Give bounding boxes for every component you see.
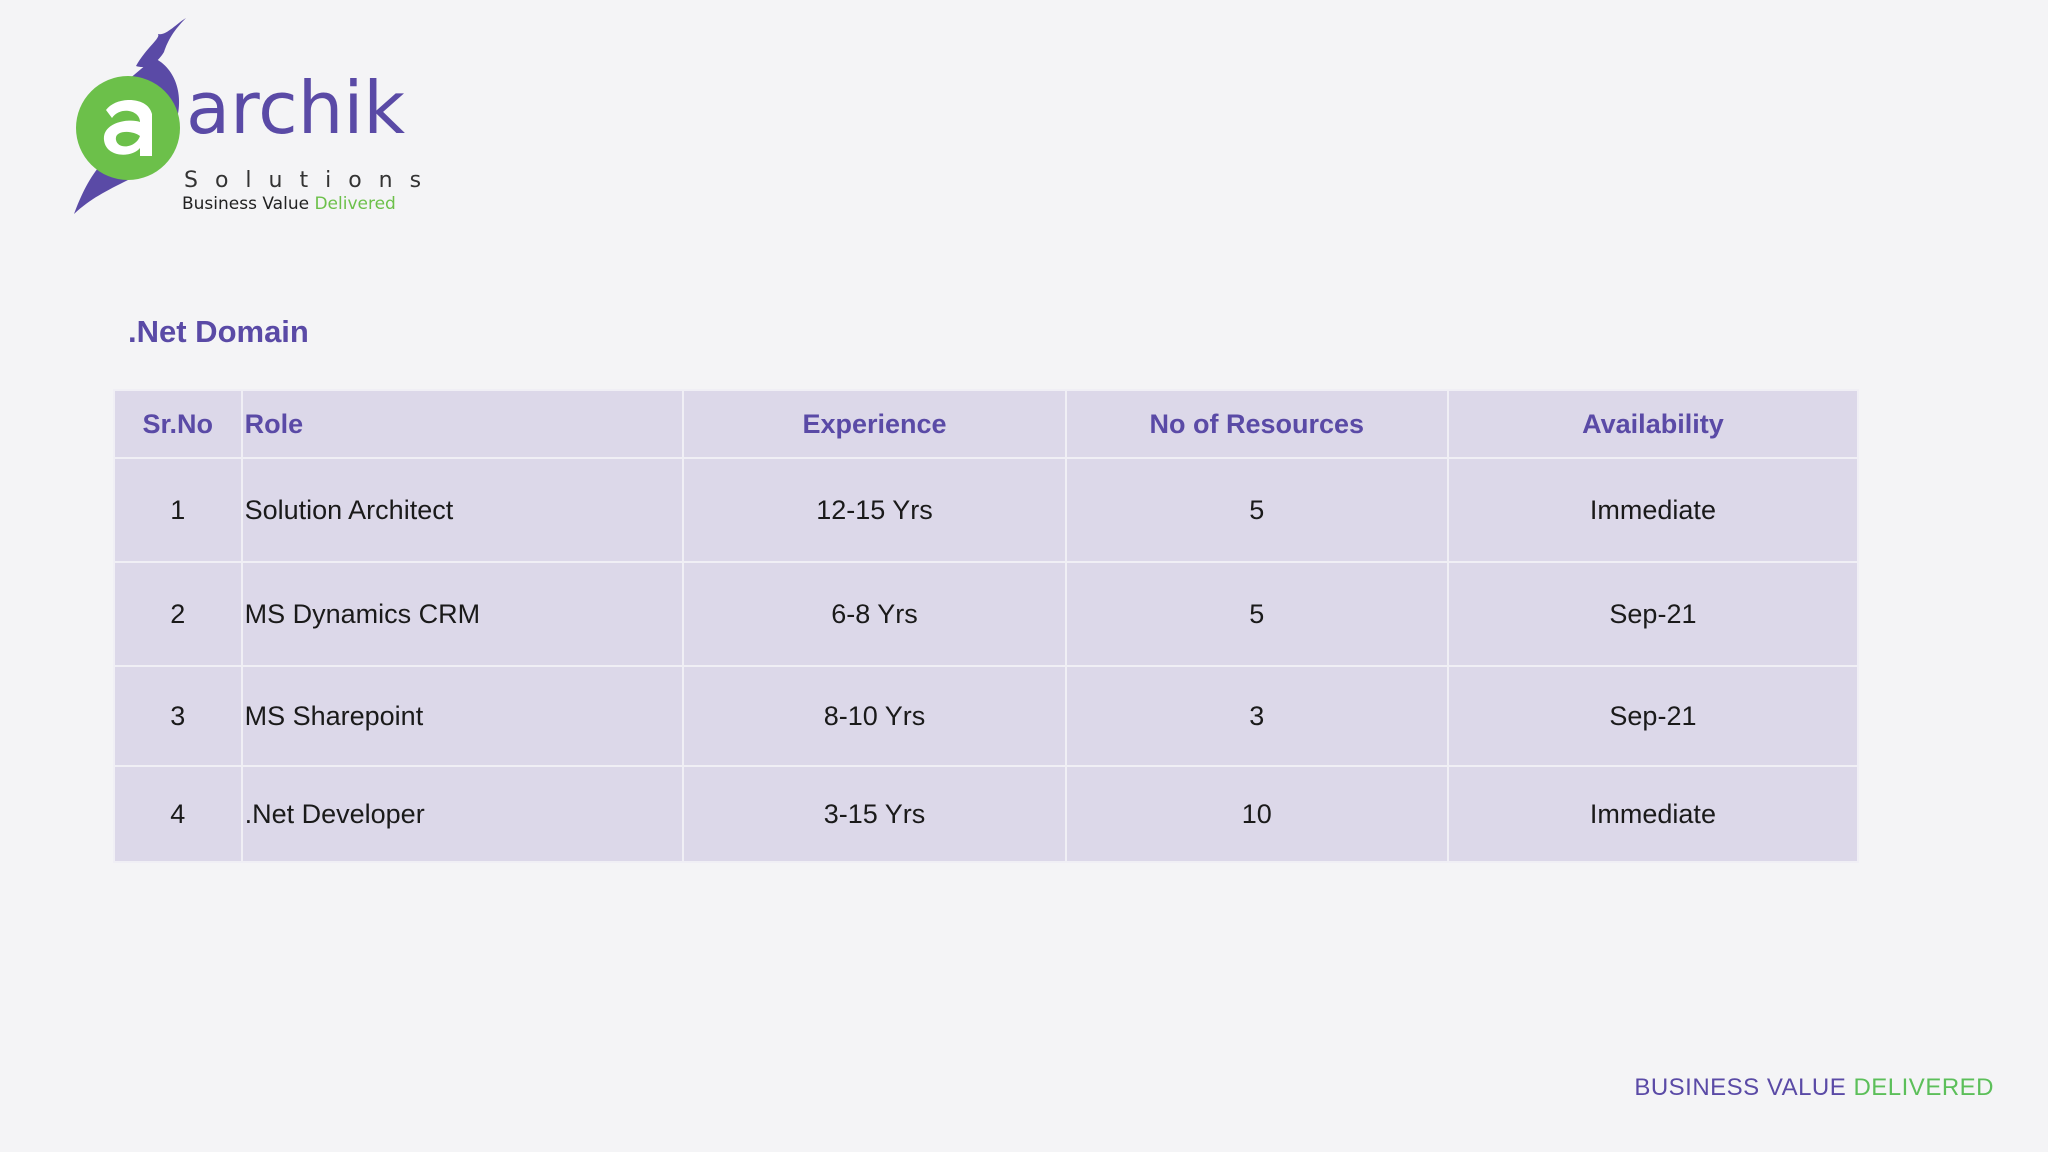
cell-experience: 3-15 Yrs bbox=[682, 765, 1067, 863]
footer-tagline-main: BUSINESS VALUE bbox=[1634, 1074, 1847, 1101]
footer-tagline-accent: DELIVERED bbox=[1853, 1074, 1994, 1101]
section-title: .Net Domain bbox=[128, 314, 309, 349]
table-row: 4 .Net Developer 3-15 Yrs 10 Immediate bbox=[113, 765, 1860, 863]
table-row: 1 Solution Architect 12-15 Yrs 5 Immedia… bbox=[113, 457, 1860, 563]
resources-table: Sr.No Role Experience No of Resources Av… bbox=[113, 389, 1860, 863]
cell-sr-no: 1 bbox=[113, 457, 243, 563]
logo-wordmark: archik bbox=[186, 66, 406, 150]
cell-resources: 3 bbox=[1064, 665, 1449, 767]
header-availability: Availability bbox=[1446, 389, 1860, 459]
company-logo: archik Solutions Business Value Delivere… bbox=[36, 18, 421, 218]
cell-role: .Net Developer bbox=[240, 765, 685, 863]
header-resources: No of Resources bbox=[1064, 389, 1449, 459]
cell-experience: 6-8 Yrs bbox=[682, 561, 1067, 667]
cell-availability: Sep-21 bbox=[1446, 561, 1860, 667]
table-row: 3 MS Sharepoint 8-10 Yrs 3 Sep-21 bbox=[113, 665, 1860, 767]
table-header-row: Sr.No Role Experience No of Resources Av… bbox=[113, 389, 1860, 459]
header-sr-no: Sr.No bbox=[113, 389, 243, 459]
logo-tagline: Business Value Delivered bbox=[182, 194, 396, 214]
footer-tagline: BUSINESS VALUE DELIVERED bbox=[1634, 1074, 1994, 1102]
cell-role: Solution Architect bbox=[240, 457, 685, 563]
cell-sr-no: 2 bbox=[113, 561, 243, 667]
cell-resources: 5 bbox=[1064, 457, 1449, 563]
cell-resources: 5 bbox=[1064, 561, 1449, 667]
cell-role: MS Sharepoint bbox=[240, 665, 685, 767]
cell-role: MS Dynamics CRM bbox=[240, 561, 685, 667]
cell-availability: Immediate bbox=[1446, 457, 1860, 563]
cell-availability: Sep-21 bbox=[1446, 665, 1860, 767]
logo-solutions-text: Solutions bbox=[184, 168, 439, 193]
cell-availability: Immediate bbox=[1446, 765, 1860, 863]
cell-sr-no: 3 bbox=[113, 665, 243, 767]
hummingbird-logo-icon bbox=[74, 18, 186, 214]
cell-sr-no: 4 bbox=[113, 765, 243, 863]
cell-experience: 8-10 Yrs bbox=[682, 665, 1067, 767]
header-experience: Experience bbox=[682, 389, 1067, 459]
logo-tagline-main: Business Value bbox=[182, 194, 310, 214]
header-role: Role bbox=[240, 389, 685, 459]
cell-resources: 10 bbox=[1064, 765, 1449, 863]
logo-tagline-accent: Delivered bbox=[314, 194, 396, 214]
cell-experience: 12-15 Yrs bbox=[682, 457, 1067, 563]
table-row: 2 MS Dynamics CRM 6-8 Yrs 5 Sep-21 bbox=[113, 561, 1860, 667]
